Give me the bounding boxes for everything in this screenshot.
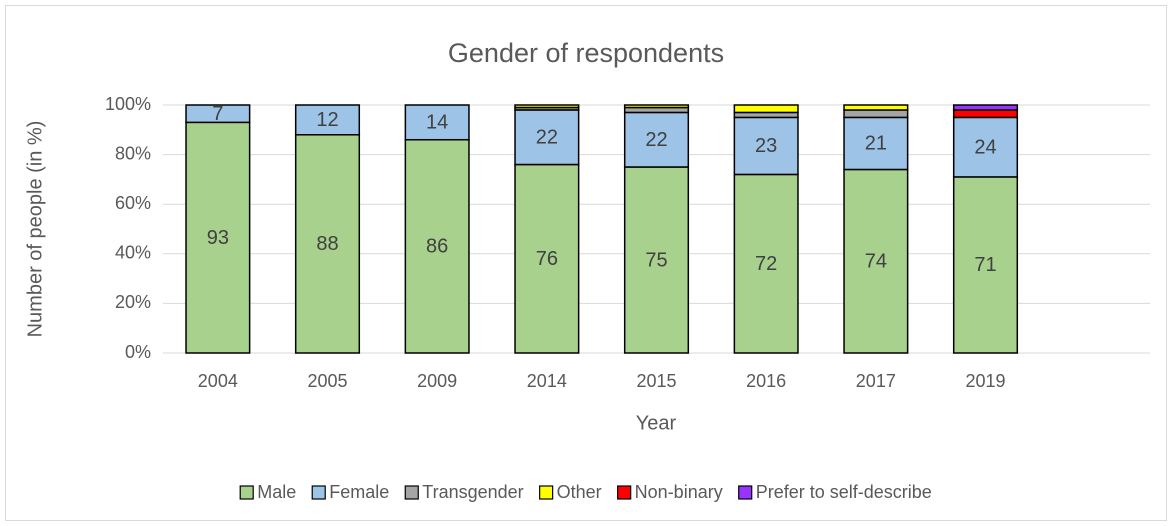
- data-label: 22: [536, 127, 558, 149]
- data-label: 71: [974, 254, 996, 276]
- bar-segment: [952, 116, 1019, 178]
- bar-segment: [623, 166, 690, 354]
- legend-label: Prefer to self-describe: [756, 482, 932, 502]
- bar-segment: [404, 104, 470, 141]
- y-axis-label: Number of people (in %): [24, 121, 46, 338]
- data-label: 22: [645, 129, 667, 151]
- data-label: 75: [645, 249, 667, 271]
- legend-swatch: [404, 485, 419, 500]
- bar-segment: [952, 104, 1019, 111]
- x-tick-label: 2014: [527, 371, 567, 391]
- x-axis-label: Year: [636, 412, 677, 434]
- y-tick-label: 40%: [115, 243, 151, 263]
- x-tick-label: 2017: [856, 371, 896, 391]
- bar-segment: [733, 104, 799, 114]
- legend-label: Non-binary: [635, 482, 723, 502]
- legend-swatch: [738, 485, 753, 500]
- y-tick-label: 100%: [105, 94, 151, 114]
- data-label: 7: [212, 103, 223, 125]
- data-label: 88: [316, 233, 338, 255]
- legend-swatch: [617, 485, 632, 500]
- bar-segment: [185, 104, 251, 124]
- x-tick-label: 2004: [198, 371, 238, 391]
- bar-segment: [514, 109, 580, 166]
- bar-segment: [294, 134, 361, 354]
- data-label: 14: [426, 112, 448, 134]
- data-label: 76: [536, 248, 558, 270]
- data-label: 93: [207, 227, 229, 249]
- legend-label: Male: [257, 482, 296, 502]
- bar-segment: [733, 116, 799, 176]
- bar-segment: [514, 104, 580, 109]
- y-tick-label: 60%: [115, 193, 151, 213]
- y-tick-label: 0%: [125, 342, 151, 362]
- bar-segment: [623, 104, 690, 109]
- legend-swatch: [311, 485, 326, 500]
- legend-label: Transgender: [422, 482, 523, 502]
- legend-label: Other: [557, 482, 602, 502]
- bar-segment: [843, 104, 909, 111]
- bar-segment: [843, 168, 909, 354]
- bar-segment: [294, 104, 361, 136]
- data-label: 12: [316, 109, 338, 131]
- bar-segment: [404, 138, 470, 354]
- legend-label: Female: [329, 482, 389, 502]
- bar-segment: [843, 109, 909, 119]
- bar-segment: [185, 121, 251, 354]
- data-label: 86: [426, 236, 448, 258]
- bar-segment: [952, 176, 1019, 354]
- x-tick-label: 2015: [636, 371, 676, 391]
- data-label: 24: [974, 136, 996, 158]
- data-label: 74: [865, 251, 887, 273]
- x-tick-label: 2019: [965, 371, 1005, 391]
- bar-segment: [733, 173, 799, 354]
- x-tick-label: 2016: [746, 371, 786, 391]
- bar-segment: [952, 109, 1019, 119]
- x-tick-label: 2009: [417, 371, 457, 391]
- x-tick-label: 2005: [307, 371, 347, 391]
- legend-swatch: [239, 485, 254, 500]
- chart-title: Gender of respondents: [448, 38, 724, 68]
- data-label: 23: [755, 135, 777, 157]
- y-tick-label: 20%: [115, 292, 151, 312]
- data-label: 21: [865, 133, 887, 155]
- y-tick-label: 80%: [115, 143, 151, 163]
- bar-segment: [843, 116, 909, 171]
- data-label: 72: [755, 253, 777, 275]
- legend-swatch: [539, 485, 554, 500]
